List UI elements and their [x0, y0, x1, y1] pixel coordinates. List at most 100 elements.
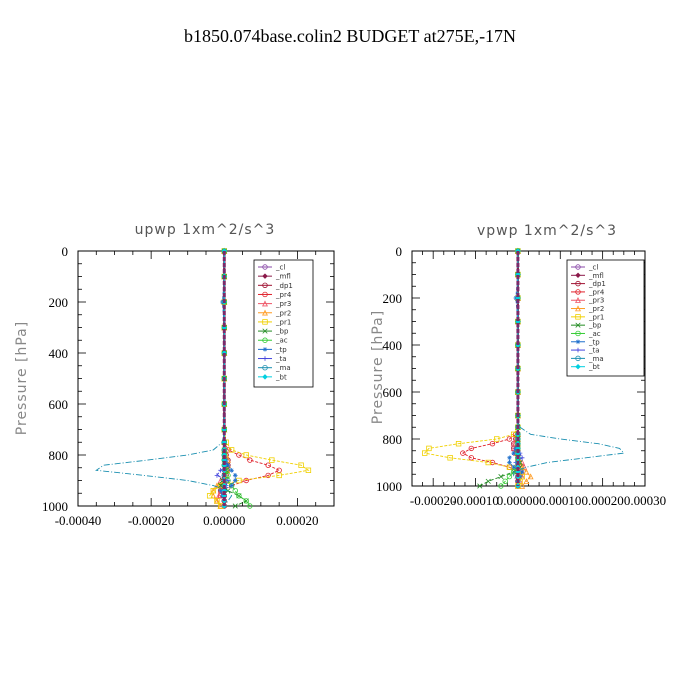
y-axis-label: Pressure [hPa] [14, 321, 30, 435]
legend-label: _bp [588, 322, 602, 330]
data-point [206, 493, 213, 499]
data-point [523, 478, 530, 484]
data-point [218, 483, 224, 489]
y-tick-label: 1000 [42, 499, 68, 514]
data-point [229, 468, 234, 473]
y-tick-label: 200 [49, 295, 69, 310]
data-point [519, 469, 525, 475]
data-point [523, 468, 530, 475]
legend-label: _pr3 [275, 300, 291, 308]
data-point [276, 472, 282, 479]
data-point [262, 309, 268, 316]
data-point [575, 314, 581, 320]
data-point [485, 459, 491, 466]
x-tick-label: 0.00020 [276, 513, 318, 528]
data-point [511, 450, 516, 456]
legend-label: _cl [588, 264, 598, 272]
data-point [575, 289, 581, 295]
legend-label: _ma [588, 355, 604, 363]
data-point [243, 477, 249, 484]
y-tick-label: 0 [62, 244, 69, 259]
data-point [527, 473, 534, 480]
legend-label: _bt [588, 363, 600, 371]
legend-label: _tp [588, 338, 600, 346]
x-tick-label: -0.00020 [410, 493, 457, 508]
data-point [232, 488, 238, 494]
series-line-pr1 [423, 251, 523, 487]
data-point [215, 492, 222, 499]
legend-label: _ta [275, 355, 287, 363]
x-tick-label: 0.00000 [203, 513, 245, 528]
data-point [262, 328, 268, 334]
panel-vpwp: vpwp 1xm^2/s^3 Pressure [hPa] 0 200 400 600… [370, 223, 666, 508]
x-tick-label: -0.00010 [452, 493, 499, 508]
legend-label: _pr4 [275, 291, 292, 299]
legend-label: _ac [588, 330, 601, 338]
legend-label: _dp1 [588, 280, 606, 288]
data-point [298, 462, 304, 468]
data-point [507, 460, 512, 465]
data-point [426, 445, 432, 452]
data-point [507, 455, 512, 461]
data-point [262, 319, 268, 325]
data-point [575, 330, 581, 337]
legend-label: _pr2 [588, 305, 604, 313]
y-tick-label: 600 [383, 385, 403, 400]
data-point [422, 450, 428, 456]
y-tick-label: 400 [383, 338, 403, 353]
legend-label: _pr2 [275, 309, 291, 317]
figure-title: b1850.074base.colin2 BUDGET at275E,-17N [184, 26, 516, 46]
data-point [502, 478, 508, 484]
y-tick-label: 200 [383, 291, 403, 306]
data-point [262, 291, 268, 298]
x-tick-label: 0.00010 [539, 493, 581, 508]
data-point [575, 305, 581, 312]
data-point [262, 374, 268, 380]
legend-label: _pr3 [588, 297, 604, 305]
data-point [489, 441, 496, 447]
data-point [262, 356, 268, 361]
data-point [262, 273, 268, 279]
data-point [506, 436, 513, 442]
data-point [575, 347, 581, 353]
data-point [262, 337, 268, 343]
data-point [575, 297, 581, 303]
legend-label: _tp [275, 346, 287, 354]
data-point [519, 482, 526, 489]
y-tick-label: 600 [49, 397, 69, 412]
x-tick-label: 0.00000 [497, 493, 539, 508]
legend-label: _bp [275, 328, 289, 336]
data-point [575, 280, 581, 287]
data-point [243, 452, 249, 458]
x-tick-label: 0.00020 [582, 493, 624, 508]
data-point [232, 473, 238, 478]
legend-label: _dp1 [275, 282, 293, 290]
legend-label: _pr1 [588, 313, 604, 321]
data-point [468, 445, 475, 452]
data-point [498, 483, 504, 489]
data-point [262, 264, 268, 270]
data-point [262, 300, 268, 307]
legend-label: _ta [588, 347, 600, 355]
data-point [447, 455, 453, 461]
data-point [506, 473, 513, 480]
data-point [575, 264, 581, 270]
data-point [455, 440, 462, 447]
y-tick-label: 800 [383, 432, 403, 447]
data-point [460, 450, 466, 456]
series-line-ma [95, 251, 233, 507]
legend-label: _bt [275, 373, 287, 381]
data-point [468, 455, 475, 461]
y-tick-label: 1000 [376, 479, 402, 494]
data-point [228, 447, 235, 453]
data-point [236, 493, 242, 499]
panel-title: vpwp 1xm^2/s^3 [477, 223, 617, 239]
y-tick-label: 0 [396, 244, 403, 259]
y-tick-label: 800 [49, 448, 69, 463]
data-point [269, 457, 275, 463]
data-point [477, 483, 483, 489]
data-point [485, 478, 491, 484]
legend-label: _mfl [588, 272, 604, 280]
data-point [575, 355, 581, 362]
